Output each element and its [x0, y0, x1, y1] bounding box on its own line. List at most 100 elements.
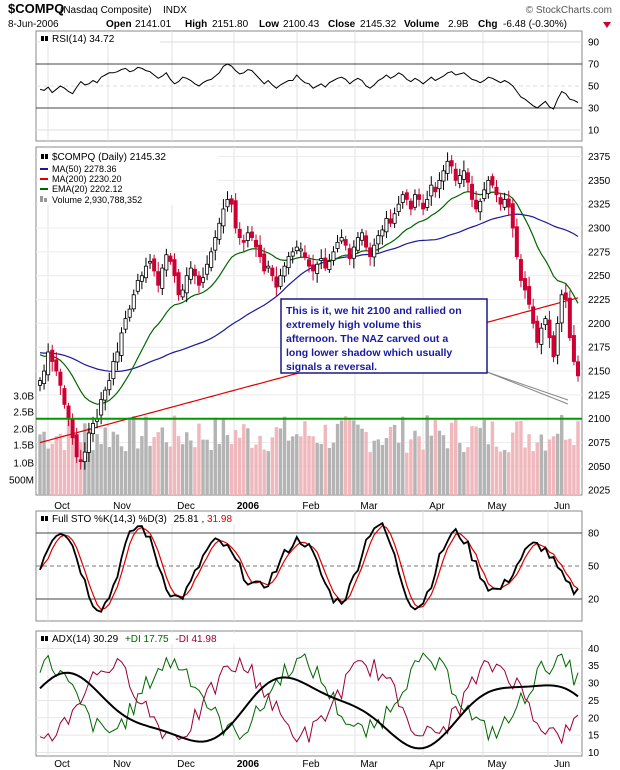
candle-body	[201, 277, 206, 283]
price-tick-label: 2300	[588, 224, 611, 235]
volume-bar	[217, 443, 222, 495]
stochastic-chart	[39, 521, 579, 613]
month-label: May	[488, 501, 507, 512]
sto-tick-label: 20	[588, 595, 600, 606]
volume-bar	[148, 445, 152, 495]
volume-bar	[368, 452, 372, 495]
annotation-pointer	[486, 371, 569, 405]
volume-bar	[111, 431, 116, 495]
month-label: Jun	[554, 501, 570, 512]
annotation-line-4: long lower shadow which usually	[286, 347, 452, 359]
volume-bar	[295, 434, 299, 495]
volume-bar	[559, 414, 564, 495]
month-label: Apr	[429, 759, 445, 770]
candle-body	[54, 359, 59, 372]
candle-body	[461, 170, 466, 180]
header-volume: 2.9B	[448, 19, 469, 30]
candle-body	[392, 213, 397, 224]
candle-body	[74, 434, 79, 458]
candle-body	[148, 261, 153, 264]
rsi-tick-label: 30	[588, 104, 600, 115]
price-legend: $COMPQ (Daily) 2145.32 MA(50) 2278.36 MA…	[38, 149, 218, 205]
volume-bar	[572, 444, 576, 495]
candle-body	[131, 294, 136, 310]
volume-bar	[193, 447, 197, 495]
candle-body	[543, 318, 548, 326]
candle-body	[103, 389, 108, 401]
candle-body	[266, 265, 271, 269]
volume-bar	[74, 437, 79, 495]
candle-body	[164, 254, 169, 271]
candle-body	[111, 361, 116, 380]
volume-bar	[282, 416, 287, 495]
candle-body	[571, 335, 576, 362]
candle-body	[437, 179, 442, 190]
candle-body	[209, 251, 214, 268]
candle-body	[127, 308, 132, 318]
rsi-tick-label: 50	[588, 82, 600, 93]
rsi-tick-label: 90	[588, 38, 600, 49]
volume-bar	[462, 452, 466, 495]
candle-body	[262, 253, 267, 272]
volume-bar	[401, 416, 405, 495]
volume-bar	[201, 439, 205, 495]
candle-body	[372, 244, 377, 258]
header-close-label: Close	[328, 19, 356, 30]
volume-bar	[205, 439, 209, 495]
candle-body	[470, 183, 475, 200]
legend-bullet-icon	[45, 636, 48, 641]
legend-volume-swatch	[40, 196, 43, 202]
legend-bullet-icon	[45, 36, 48, 41]
volume-bar	[511, 432, 515, 495]
volume-bar	[140, 436, 144, 495]
candle-body	[421, 202, 426, 210]
candle-body	[417, 194, 422, 200]
annotation-line-2: extremely high volume this	[286, 319, 422, 331]
candle-body	[465, 172, 470, 183]
price-tick-label: 2100	[588, 414, 611, 425]
candle-body	[343, 239, 348, 246]
sto-legend-d: 31.98	[207, 514, 232, 525]
adx-chart	[39, 652, 579, 750]
volume-bar	[286, 440, 291, 495]
candle-body	[70, 418, 75, 439]
candle-body	[486, 179, 491, 194]
volume-bar	[266, 451, 270, 495]
legend-bullet-icon	[41, 636, 44, 641]
price-tick-label: 2025	[588, 486, 611, 497]
price-tick-label: 2250	[588, 271, 611, 282]
rsi-tick-label: 10	[588, 126, 600, 137]
candle-body	[192, 268, 197, 277]
annotation-line-3: afternoon. The NAZ carved out a	[286, 333, 448, 345]
candle-body	[315, 263, 320, 274]
volume-bar	[213, 417, 217, 495]
volume-bar	[531, 451, 535, 495]
candle-body	[559, 294, 564, 324]
volume-bar	[372, 440, 376, 495]
month-label: Apr	[429, 501, 445, 512]
axis-ticks: Oct Oct Nov Nov Dec Dec 2006 2006 Feb Feb Mar Mar Ap…	[9, 38, 611, 770]
volume-bar	[107, 446, 111, 495]
candle-body	[527, 286, 532, 305]
volume-bar	[95, 434, 99, 495]
volume-bar	[523, 447, 527, 495]
candle-body	[412, 194, 417, 208]
price-tick-label: 2325	[588, 200, 611, 211]
price-tick-label: 2375	[588, 152, 611, 163]
candle-body	[384, 218, 389, 233]
volume-bar	[315, 442, 319, 495]
price-tick-label: 2075	[588, 438, 611, 449]
volume-bar	[299, 436, 303, 495]
volume-bar	[136, 448, 140, 495]
sto-legend-prefix: Full STO %K(14,3) %D(3)	[52, 514, 167, 525]
month-label: May	[488, 759, 507, 770]
volume-bar	[70, 430, 75, 495]
volume-bar	[38, 434, 42, 495]
price-tick-label: 2225	[588, 295, 611, 306]
month-label: Mar	[360, 501, 378, 512]
volume-bar	[339, 420, 344, 495]
volume-bar	[274, 427, 279, 495]
candle-body	[355, 237, 360, 251]
candle-body	[188, 267, 193, 280]
volume-bar	[242, 424, 246, 495]
